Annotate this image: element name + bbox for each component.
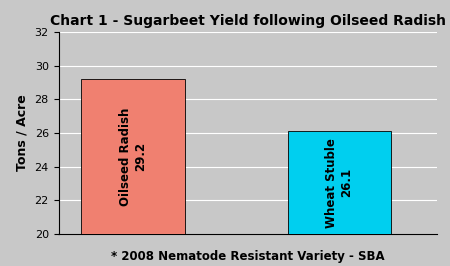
Text: Wheat Stuble
26.1: Wheat Stuble 26.1 xyxy=(325,138,353,228)
Bar xyxy=(81,79,184,234)
Title: Chart 1 - Sugarbeet Yield following Oilseed Radish: Chart 1 - Sugarbeet Yield following Oils… xyxy=(50,14,446,28)
Text: Oilseed Radish
29.2: Oilseed Radish 29.2 xyxy=(119,107,147,206)
Bar xyxy=(288,131,391,234)
Y-axis label: Tons / Acre: Tons / Acre xyxy=(16,95,29,171)
Text: * 2008 Nematode Resistant Variety - SBA: * 2008 Nematode Resistant Variety - SBA xyxy=(111,250,384,263)
